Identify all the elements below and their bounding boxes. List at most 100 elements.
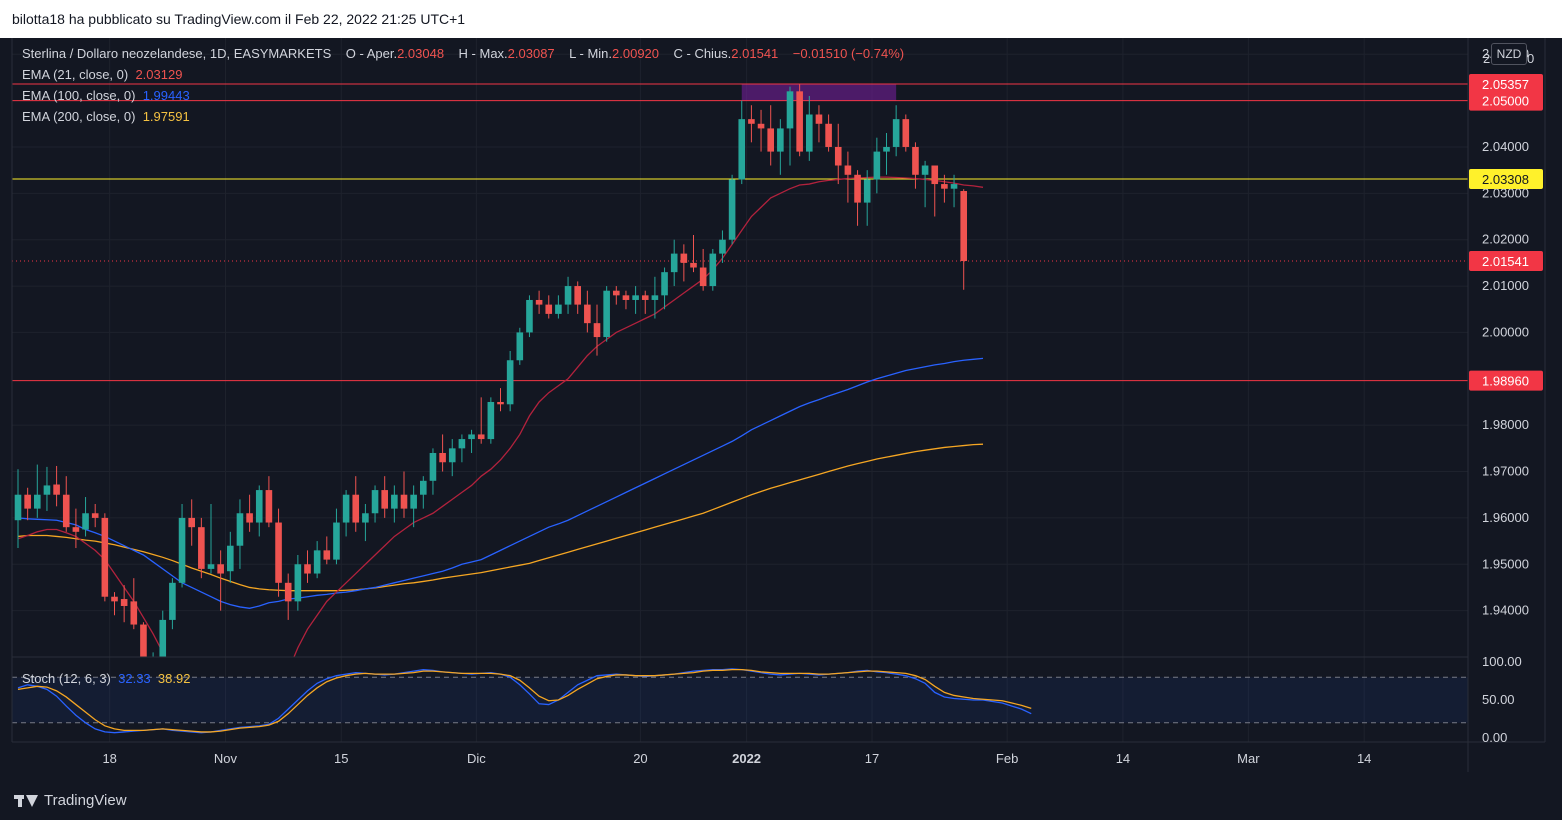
close-value: 2.01541: [731, 46, 779, 61]
price-chart[interactable]: 2.060002.050002.040002.030002.020002.010…: [0, 38, 1562, 782]
candle: [468, 429, 475, 453]
candle-body: [613, 290, 620, 296]
candle-body: [844, 165, 852, 175]
candle: [641, 290, 649, 314]
candle-body: [748, 119, 755, 124]
close-label: C - Chius.: [673, 46, 732, 61]
candle: [941, 174, 948, 203]
candle-body: [439, 452, 446, 463]
candle-body: [159, 619, 167, 657]
candle: [487, 397, 495, 444]
candle: [699, 248, 707, 291]
candle-body: [516, 332, 524, 361]
candle: [719, 230, 726, 263]
candle-body: [825, 123, 832, 147]
candle-body: [111, 596, 118, 602]
candle: [304, 550, 311, 583]
candle-body: [622, 295, 630, 300]
y-tick-label: 1.96000: [1482, 510, 1529, 525]
candle-body: [217, 564, 224, 574]
candle-body: [892, 119, 900, 147]
candle-body: [497, 401, 504, 405]
candle-body: [448, 448, 456, 463]
candle: [825, 114, 832, 152]
candle-body: [400, 494, 408, 509]
candle-body: [420, 480, 427, 495]
candle-body: [603, 290, 610, 338]
price-tag-label: 2.01541: [1482, 254, 1529, 269]
candle: [931, 165, 939, 217]
candle: [410, 485, 417, 528]
candle: [622, 290, 630, 310]
candle-body: [738, 119, 746, 180]
legend-ema100[interactable]: EMA (100, close, 0) 1.99443: [22, 88, 190, 103]
price-tag-bg: [1469, 250, 1543, 271]
candle-body: [777, 128, 784, 152]
candle: [227, 531, 234, 583]
candle: [593, 304, 601, 356]
stoch-band: [12, 677, 1468, 723]
candle: [265, 476, 273, 528]
brand-name: TradingView: [44, 792, 127, 809]
candle: [555, 295, 562, 319]
candle-body: [834, 146, 842, 166]
price-tag-bg: [1469, 90, 1543, 111]
stochastic-pane: [12, 668, 1468, 734]
price-tags: 2.05357 2.05000 2.03308 2.01541 1.98960: [1469, 74, 1543, 391]
legend-ema21[interactable]: EMA (21, close, 0) 2.03129: [22, 67, 182, 82]
candle: [381, 476, 388, 518]
candle-body: [719, 239, 726, 254]
candle: [863, 170, 871, 226]
symbol-name[interactable]: Sterlina / Dollaro neozelandese, 1D, EAS…: [22, 46, 332, 61]
candle: [613, 286, 620, 305]
open-value: 2.03048: [397, 46, 445, 61]
stoch-d-value: 38.92: [157, 671, 191, 686]
candle-body: [526, 299, 533, 333]
candle-body: [584, 304, 591, 324]
candle: [439, 434, 446, 472]
stoch-tick-label: 100.00: [1482, 654, 1522, 669]
candle-body: [564, 286, 572, 305]
candle-body: [506, 360, 514, 405]
candle-body: [294, 564, 302, 602]
ema100-value: 1.99443: [142, 88, 190, 103]
candle: [670, 239, 678, 287]
y-tick-label: 2.04000: [1482, 139, 1529, 154]
candle-body: [429, 452, 437, 481]
x-tick-label: 15: [334, 751, 348, 766]
candle-body: [545, 304, 553, 314]
change-value: −0.01510 (−0.74%): [792, 46, 905, 61]
tradingview-logo-icon: [14, 794, 38, 808]
candle-body: [950, 184, 958, 189]
candle-body: [130, 601, 138, 625]
candle-body: [593, 323, 601, 338]
candle: [391, 485, 398, 523]
candle-body: [120, 599, 128, 606]
candle-body: [912, 146, 919, 175]
candle-body: [806, 114, 813, 152]
candle: [140, 622, 147, 657]
x-tick-label: 14: [1116, 751, 1130, 766]
ema21-value: 2.03129: [135, 67, 183, 82]
stoch-tick-label: 0.00: [1482, 730, 1507, 745]
candle-body: [391, 494, 398, 509]
publisher-text: bilotta18 ha pubblicato su TradingView.c…: [12, 11, 466, 27]
candle-body: [960, 191, 967, 262]
candle-body: [680, 253, 688, 263]
candle-body: [198, 527, 205, 569]
price-tag: 2.03308: [1469, 169, 1543, 190]
legend-stoch[interactable]: Stoch (12, 6, 3) 32.33 38.92: [22, 671, 190, 686]
y-tick-label-clipped: 0: [1527, 51, 1534, 66]
ema200-value: 1.97591: [142, 109, 190, 124]
tradingview-brand[interactable]: TradingView: [14, 792, 127, 809]
candle: [43, 466, 51, 511]
candle-body: [487, 401, 495, 440]
candle: [34, 464, 41, 518]
candle: [767, 105, 774, 166]
candle: [178, 503, 186, 588]
stoch-tick-label: 50.00: [1482, 692, 1515, 707]
currency-badge[interactable]: NZD: [1491, 43, 1527, 65]
candle: [564, 276, 572, 314]
candle-body: [352, 494, 360, 523]
legend-ema200[interactable]: EMA (200, close, 0) 1.97591: [22, 109, 190, 124]
